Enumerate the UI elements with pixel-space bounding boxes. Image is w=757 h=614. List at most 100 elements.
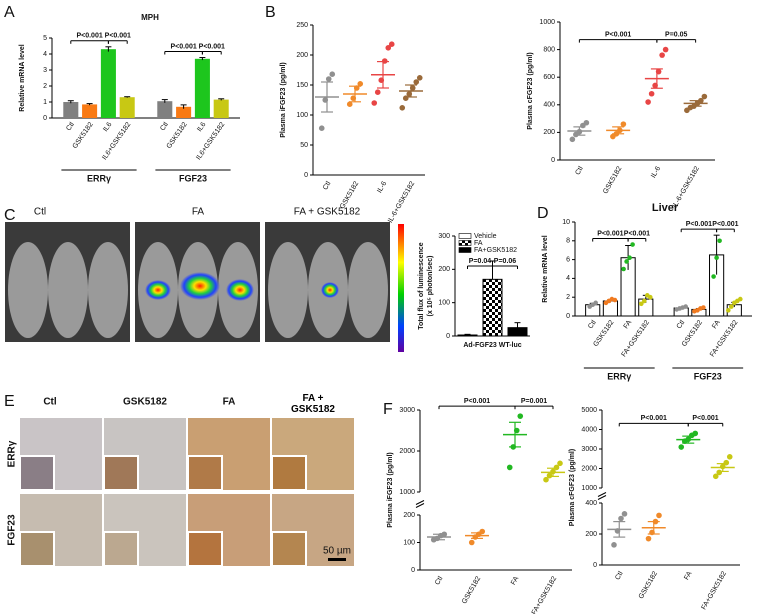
bar [63,102,79,118]
point [329,71,336,77]
legend-swatch [458,240,472,246]
point [593,300,598,306]
axis-break [597,495,607,500]
point [413,79,420,85]
scale-label: 50 µm [323,546,351,557]
x-tick-label: IL-6 [376,180,388,194]
annotation: P<0.001 [624,230,650,237]
axis-break [415,503,425,508]
y-axis-label: Plasma iFGF23 (pg/ml) [280,62,287,137]
point [701,93,708,100]
x-tick-label: FA [683,570,694,581]
point [648,294,653,300]
point [399,105,406,111]
point [726,308,731,313]
annotation: P<0.001 [605,31,631,38]
point [726,454,733,460]
x-axis-label: Ad-FGF23 WT-luc [463,342,521,349]
x-tick-label: FA [623,319,634,330]
point [346,101,353,107]
x-tick-label: Ctl [159,121,170,132]
point [388,41,395,47]
annotation: P=0.001 [521,398,547,405]
row-label: FGF23 [7,514,18,546]
panel-letter: A [4,4,15,21]
y-tick-label: 4000 [581,426,597,433]
annotation: P=0.06 [494,258,516,265]
y-tick-label: 4 [566,275,570,282]
x-tick-label: FA+GSK5182 [531,575,559,614]
point [618,515,624,522]
bar [100,49,116,119]
point [621,511,628,517]
y-axis-label: Total flux of luminescence [418,242,425,329]
point [612,297,618,303]
y-tick-label: 10 [562,219,570,226]
x-tick-label: FA [510,575,521,586]
point [630,242,635,247]
y-tick-label: 2 [43,83,47,90]
y-tick-label: 250 [296,22,308,29]
image-label: FA + GSK5182 [294,207,361,218]
annotation: P<0.001 [464,398,490,405]
y-tick-label: 200 [585,531,597,538]
x-tick-label: Ctl [322,180,333,191]
legend-label: Vehicle [474,233,497,240]
bar [507,327,528,337]
annotation: P<0.001 [641,415,667,422]
y-tick-label: 800 [543,46,555,53]
annotation: P<0.001 [692,415,718,422]
x-tick-label: FA [711,319,722,330]
point [645,535,652,542]
y-tick-label: 0 [43,115,47,122]
y-tick-label: 2000 [581,465,597,472]
panel-letter: D [537,205,549,222]
y-tick-label: 1000 [399,489,415,496]
group-label: FGF23 [694,371,722,381]
annotation: P<0.001 [105,33,131,40]
point [678,444,685,450]
legend-label: FA [474,240,483,247]
y-tick-label: 1 [43,99,47,106]
group-label: ERRγ [607,371,631,381]
x-tick-label: GSK5182 [602,165,623,195]
y-tick-label: 2000 [399,448,415,455]
point [506,464,513,471]
x-tick-label: IL-6 [650,165,662,179]
y-tick-label: 400 [585,500,597,507]
x-tick-label: IL6 [102,121,113,133]
y-tick-label: 50 [300,142,308,149]
y-tick-label: 0 [551,157,555,164]
y-axis-label: (x 10⁵ photon/sec) [427,256,434,317]
y-tick-label: 200 [543,129,555,136]
point [723,459,730,466]
y-tick-label: 5 [43,35,47,42]
y-tick-label: 200 [296,52,308,59]
y-axis-label: Relative mRNA level [542,235,549,302]
x-tick-label: IL6 [196,121,207,133]
annotation: P<0.001 [712,221,738,228]
chart-title: Liver [652,202,679,214]
column-label: FA [223,397,236,408]
y-tick-label: 200 [403,512,415,519]
point [712,473,719,480]
panel-letter: C [4,207,16,224]
y-tick-label: 1000 [539,19,555,26]
point [662,46,669,53]
axis-break [415,500,425,505]
y-tick-label: 5000 [581,407,597,414]
panel-letter: B [265,4,276,21]
legend-label: FA+GSK5182 [474,247,517,254]
x-tick-label: Ctl [614,570,625,581]
y-tick-label: 3000 [399,407,415,414]
group-label: ERRγ [87,173,111,183]
annotation: P=0.05 [665,31,687,38]
point [648,90,655,97]
annotation: P<0.001 [170,43,196,50]
point [729,304,734,309]
y-tick-label: 4 [43,51,47,58]
point [620,121,627,127]
panel-letter: E [4,393,15,410]
axis-break [597,492,607,497]
annotation: P<0.001 [597,230,623,237]
